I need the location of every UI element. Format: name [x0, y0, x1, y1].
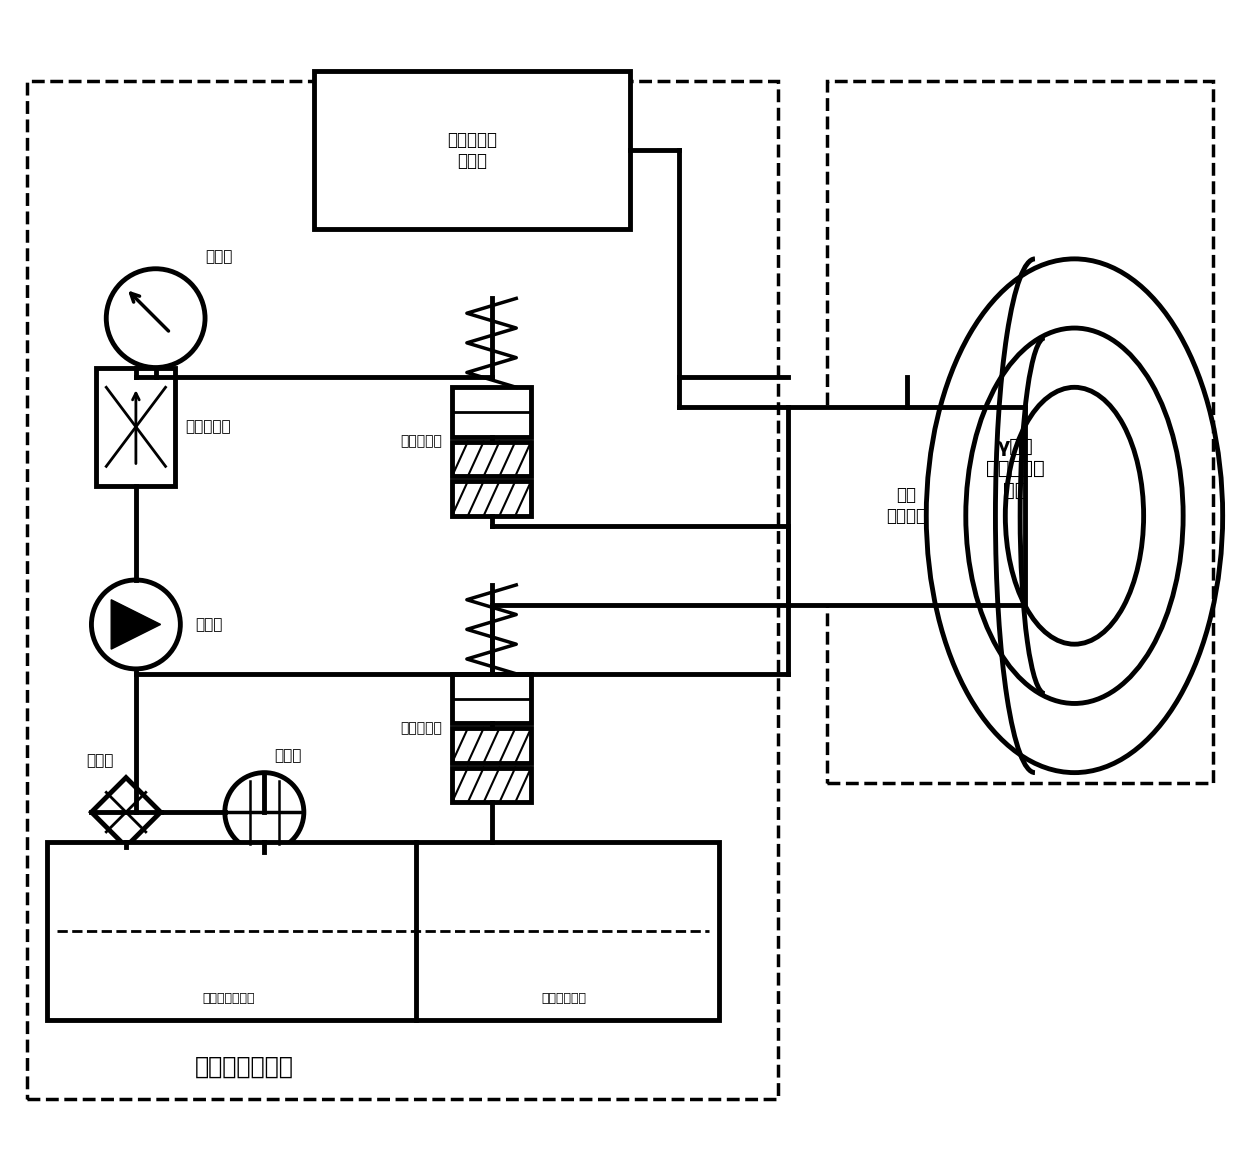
Text: 液位计: 液位计 — [274, 747, 301, 762]
Bar — [453, 728, 531, 762]
Text: 单通电磁阀: 单通电磁阀 — [401, 434, 443, 448]
Bar — [97, 367, 175, 486]
Text: 过滤器: 过滤器 — [87, 753, 114, 768]
Text: 单通电磁阀: 单通电磁阀 — [401, 721, 443, 736]
Text: 线性调压阀: 线性调压阀 — [185, 419, 231, 434]
Text: 正电子灌注系统: 正电子灌注系统 — [195, 1055, 294, 1079]
Bar — [27, 81, 777, 1098]
Text: 密闭废弃物桶: 密闭废弃物桶 — [542, 992, 587, 1005]
Bar — [787, 407, 1025, 605]
Polygon shape — [112, 599, 161, 649]
Bar — [314, 72, 630, 229]
Text: 液压泵: 液压泵 — [195, 617, 222, 632]
Text: 正电子液储液器: 正电子液储液器 — [202, 992, 254, 1005]
Text: 压力表: 压力表 — [205, 248, 232, 263]
Text: 放射性核素
活度计: 放射性核素 活度计 — [446, 131, 497, 170]
Bar — [453, 768, 531, 803]
Text: γ光子
探测及成像
设备: γ光子 探测及成像 设备 — [986, 437, 1044, 500]
Bar — [47, 842, 719, 1020]
Bar — [453, 387, 531, 437]
Bar — [453, 673, 531, 723]
Bar — [453, 441, 531, 476]
Bar — [827, 81, 1213, 782]
Bar — [453, 482, 531, 516]
Text: 真空
密闭容器: 真空 密闭容器 — [887, 486, 926, 526]
